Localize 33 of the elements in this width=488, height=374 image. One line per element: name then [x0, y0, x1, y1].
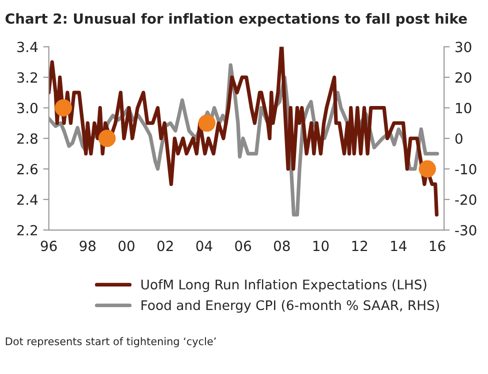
y2-tick-label: -30 [455, 224, 476, 236]
y-tick-label: 2.2 [17, 224, 37, 236]
x-tick-label: 16 [430, 240, 446, 252]
x-tick-label: 98 [80, 240, 96, 252]
y2-tick-label: 20 [456, 72, 472, 83]
point [98, 130, 116, 147]
y-tick-label: 3.0 [17, 102, 38, 114]
point [54, 99, 72, 116]
y2-tick-label: -10 [455, 164, 476, 174]
x-tick-label: 02 [157, 240, 173, 252]
x-tick-label: 00 [118, 240, 134, 252]
y2-tick-label: 30 [456, 42, 472, 52]
text: Dot represents start of tightening ‘cycle’ [6, 337, 216, 348]
y2-tick-label: 0 [455, 133, 462, 144]
x-tick-label: 04 [196, 240, 212, 252]
x-tick-label: 06 [235, 240, 252, 252]
point [198, 114, 216, 132]
legend-label: UofM Long Run Inflation Expectations (LHS) [141, 279, 426, 292]
x-tick-label: 14 [391, 240, 406, 251]
chart-title: Chart 2: Unusual for inflation expectations to fall post hike [6, 13, 467, 27]
legend-label: Food and Energy CPI (6-month % SAAR, RHS) [142, 300, 439, 313]
y2-tick-label: 10 [456, 102, 472, 114]
y-tick-label: 2.6 [17, 164, 38, 174]
x-tick-label: 96 [40, 240, 57, 252]
y-tick-label: 3.2 [17, 72, 37, 83]
y2-tick-label: -20 [455, 194, 476, 205]
x-tick-label: 10 [313, 240, 329, 252]
x-tick-label: 12 [352, 240, 368, 251]
point [418, 160, 436, 178]
x-tick-label: 08 [274, 240, 290, 252]
y-tick-label: 2.4 [17, 194, 38, 205]
y-tick-label: 3.4 [17, 42, 38, 52]
y-tick-label: 2.8 [17, 133, 38, 144]
